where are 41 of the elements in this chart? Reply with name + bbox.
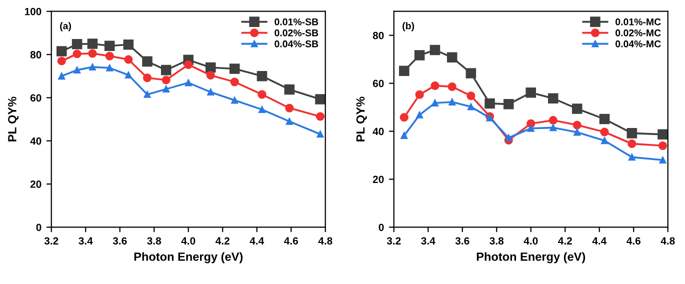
- legend-label: 0.04%-MC: [616, 40, 661, 48]
- annotation: (a): [60, 22, 71, 32]
- y-tick-label: 40: [30, 137, 42, 145]
- x-tick-label: 3.8: [147, 237, 162, 245]
- legend-label: 0.02%-MC: [616, 29, 661, 36]
- x-tick-label: 3.4: [78, 237, 93, 245]
- y-tick-label: 80: [30, 51, 42, 58]
- x-tick-label: 4.4: [592, 237, 607, 244]
- annotation: (b): [402, 22, 414, 32]
- y-tick-label: 60: [372, 80, 384, 88]
- legend-label: 0.04%-SB: [274, 40, 318, 48]
- x-tick-label: 4.0: [524, 237, 538, 245]
- x-tick-label: 3.6: [112, 237, 127, 245]
- legend-label: 0.02%-SB: [274, 29, 318, 36]
- legend-label: 0.01%-MC: [616, 18, 661, 26]
- x-tick-label: 4.0: [181, 237, 196, 245]
- y-axis-title: PL QY%: [356, 96, 367, 142]
- y-tick-label: 80: [372, 32, 384, 40]
- y-tick-label: 40: [372, 128, 384, 136]
- x-tick-label: 3.8: [490, 237, 504, 245]
- legend-label: 0.01%-SB: [274, 18, 318, 26]
- y-tick-label: 0: [36, 224, 42, 232]
- x-tick-label: 4.6: [284, 237, 298, 245]
- x-tick-label: 3.2: [44, 237, 58, 245]
- x-tick-label: 4.6: [626, 237, 640, 245]
- x-tick-label: 3.2: [386, 237, 401, 245]
- y-tick-label: 20: [372, 176, 384, 184]
- y-tick-label: 0: [378, 224, 384, 232]
- x-tick-label: 4.8: [318, 237, 332, 245]
- y-tick-label: 20: [30, 180, 42, 188]
- x-tick-label: 4.8: [660, 237, 675, 245]
- y-tick-label: 100: [24, 8, 42, 16]
- x-tick-label: 4.4: [250, 237, 264, 244]
- x-axis-title: Photon Energy (eV): [476, 252, 586, 264]
- x-tick-label: 4.2: [558, 237, 572, 244]
- x-tick-label: 3.4: [421, 237, 436, 245]
- x-tick-label: 4.2: [216, 237, 230, 244]
- x-tick-label: 3.6: [455, 237, 470, 245]
- y-axis-title: PL QY%: [8, 96, 19, 142]
- x-axis-title: Photon Energy (eV): [134, 252, 243, 264]
- y-tick-label: 60: [30, 94, 42, 102]
